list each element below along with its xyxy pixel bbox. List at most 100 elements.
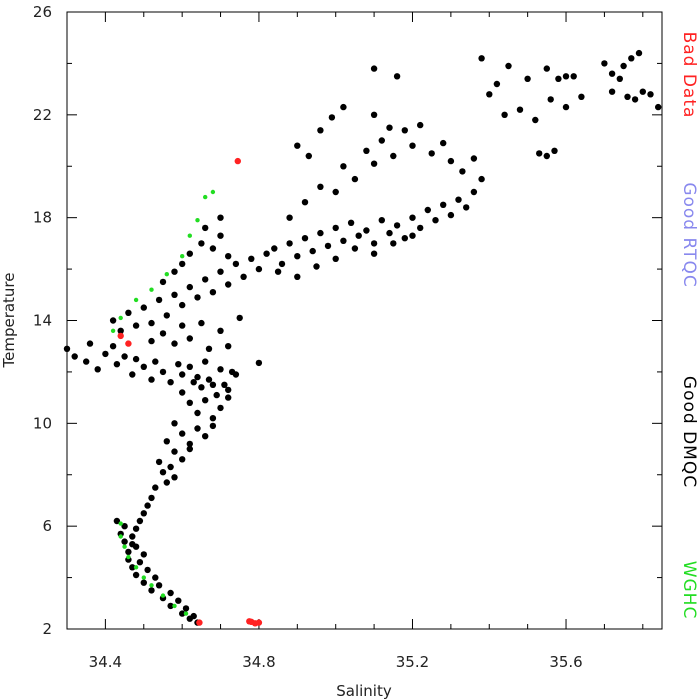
data-point-good-dmqc bbox=[616, 75, 623, 83]
data-point-good-dmqc bbox=[390, 152, 397, 160]
data-point-good-dmqc bbox=[140, 304, 147, 311]
data-point-good-dmqc bbox=[409, 142, 416, 149]
data-point-good-dmqc bbox=[225, 281, 232, 288]
data-point-good-dmqc bbox=[159, 469, 167, 476]
data-point-good-dmqc bbox=[635, 49, 643, 57]
data-point-good-dmqc bbox=[159, 330, 167, 337]
x-tick-label: 34.4 bbox=[89, 653, 122, 671]
data-point-good-dmqc bbox=[225, 386, 232, 394]
data-point-good-dmqc bbox=[167, 379, 174, 386]
data-point-good-dmqc bbox=[144, 502, 151, 509]
data-point-good-dmqc bbox=[102, 350, 109, 358]
data-point-good-dmqc bbox=[351, 175, 359, 183]
data-point-good-dmqc bbox=[225, 253, 232, 260]
y-tick-label: 14 bbox=[33, 312, 52, 330]
data-point-good-dmqc bbox=[205, 376, 213, 383]
data-point-good-dmqc bbox=[274, 268, 282, 275]
data-point-good-dmqc bbox=[190, 379, 197, 386]
data-point-good-dmqc bbox=[409, 214, 416, 221]
data-point-good-dmqc bbox=[378, 217, 385, 224]
data-point-good-dmqc bbox=[409, 232, 416, 239]
data-point-wghc bbox=[172, 603, 177, 609]
data-point-good-dmqc bbox=[109, 317, 117, 324]
data-point-good-dmqc bbox=[317, 127, 324, 134]
data-point-good-dmqc bbox=[179, 260, 186, 268]
data-point-wghc bbox=[180, 254, 185, 259]
data-point-bad-data bbox=[196, 619, 203, 626]
y-tick-label: 26 bbox=[33, 3, 52, 21]
data-point-good-dmqc bbox=[401, 235, 408, 242]
data-point-good-dmqc bbox=[294, 142, 301, 149]
data-point-good-dmqc bbox=[225, 394, 232, 401]
data-point-good-dmqc bbox=[601, 60, 608, 67]
data-point-good-dmqc bbox=[524, 75, 531, 83]
data-point-good-dmqc bbox=[351, 245, 359, 252]
data-point-good-dmqc bbox=[286, 214, 293, 221]
data-point-good-dmqc bbox=[447, 157, 455, 165]
data-point-good-dmqc bbox=[202, 433, 209, 440]
data-point-good-dmqc bbox=[144, 566, 151, 574]
data-point-good-dmqc bbox=[478, 175, 485, 183]
data-point-good-dmqc bbox=[486, 91, 493, 98]
data-point-good-dmqc bbox=[94, 366, 101, 373]
data-point-good-dmqc bbox=[148, 587, 155, 594]
data-point-good-dmqc bbox=[198, 319, 205, 327]
data-point-good-dmqc bbox=[340, 237, 347, 244]
data-point-good-dmqc bbox=[125, 309, 132, 316]
data-point-good-dmqc bbox=[179, 322, 186, 329]
data-point-good-dmqc bbox=[624, 93, 631, 101]
data-point-good-dmqc bbox=[370, 240, 378, 247]
data-point-good-dmqc bbox=[301, 235, 309, 242]
data-point-good-dmqc bbox=[305, 152, 312, 160]
data-point-good-dmqc bbox=[578, 93, 585, 101]
data-point-good-dmqc bbox=[171, 420, 178, 427]
data-point-good-dmqc bbox=[240, 273, 247, 280]
data-point-wghc bbox=[133, 297, 139, 303]
data-point-good-dmqc bbox=[186, 335, 193, 342]
data-point-good-dmqc bbox=[428, 150, 435, 157]
data-point-good-dmqc bbox=[186, 363, 193, 370]
data-point-wghc bbox=[118, 521, 123, 526]
data-point-good-dmqc bbox=[370, 111, 378, 119]
data-point-wghc bbox=[183, 611, 189, 616]
data-point-good-dmqc bbox=[209, 381, 217, 388]
data-point-good-dmqc bbox=[555, 75, 562, 83]
data-point-good-dmqc bbox=[152, 574, 159, 581]
data-point-good-dmqc bbox=[355, 232, 362, 239]
data-point-good-dmqc bbox=[332, 188, 339, 196]
data-point-good-dmqc bbox=[478, 55, 485, 62]
y-tick-label: 6 bbox=[42, 517, 52, 535]
data-point-good-dmqc bbox=[309, 247, 316, 255]
data-point-good-dmqc bbox=[194, 373, 201, 381]
data-point-good-dmqc bbox=[132, 322, 140, 329]
data-point-good-dmqc bbox=[148, 337, 155, 345]
data-point-wghc bbox=[210, 189, 216, 195]
data-point-good-dmqc bbox=[417, 224, 424, 232]
data-point-good-dmqc bbox=[171, 474, 178, 481]
x-axis-label: Salinity bbox=[336, 682, 392, 700]
data-point-good-dmqc bbox=[140, 363, 147, 370]
data-point-wghc bbox=[149, 583, 154, 588]
data-point-good-dmqc bbox=[225, 343, 232, 350]
y-tick-label: 2 bbox=[42, 620, 52, 638]
data-point-good-dmqc bbox=[655, 103, 662, 111]
data-point-good-dmqc bbox=[132, 571, 140, 579]
data-point-good-dmqc bbox=[432, 217, 439, 224]
data-point-good-dmqc bbox=[221, 381, 228, 388]
data-point-good-dmqc bbox=[186, 250, 193, 257]
data-point-wghc bbox=[141, 575, 146, 580]
data-point-good-dmqc bbox=[501, 111, 508, 119]
data-point-good-dmqc bbox=[121, 538, 128, 545]
data-point-good-dmqc bbox=[155, 296, 163, 304]
data-point-good-dmqc bbox=[639, 88, 646, 95]
data-point-good-dmqc bbox=[152, 358, 159, 365]
data-point-wghc bbox=[118, 534, 123, 539]
data-point-good-dmqc bbox=[217, 404, 224, 412]
data-point-wghc bbox=[118, 315, 123, 321]
data-point-good-dmqc bbox=[363, 227, 370, 234]
data-point-good-dmqc bbox=[148, 319, 155, 327]
legend-entry: WGHC bbox=[679, 561, 699, 620]
x-tick-label: 34.8 bbox=[242, 653, 275, 671]
x-tick-label: 35.2 bbox=[396, 653, 429, 671]
